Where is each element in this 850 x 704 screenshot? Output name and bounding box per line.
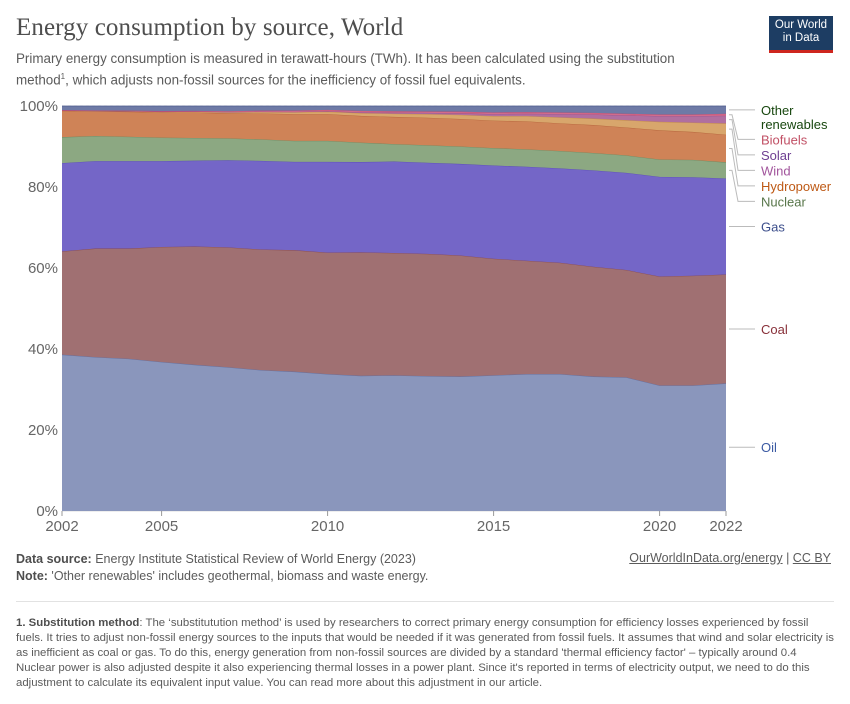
divider [16, 601, 834, 602]
legend-label-line: Biofuels [761, 132, 808, 147]
legend-label-coal[interactable]: Coal [761, 322, 788, 337]
legend-connector [729, 169, 755, 202]
footnote: 1. Substitution method: The ‘substitutut… [16, 616, 836, 691]
x-tick-label: 2010 [311, 518, 344, 535]
legend-label-line: Gas [761, 219, 785, 234]
x-tick-label: 2022 [709, 518, 742, 535]
data-source: Data source: Energy Institute Statistica… [16, 551, 428, 568]
area-gas[interactable] [62, 160, 726, 277]
area-coal[interactable] [62, 246, 726, 386]
footnote-label: 1. Substitution method [16, 617, 140, 629]
footnote-ref[interactable]: 1 [60, 72, 66, 81]
note-label: Note: [16, 569, 48, 583]
stacked-area-chart[interactable]: 0%20%40%60%80%100% 2002 2005 2010 2015 2020 2… [0, 0, 850, 545]
area-oil[interactable] [62, 354, 726, 511]
legend-label-solar[interactable]: Solar [761, 148, 792, 163]
legend-label-line: Solar [761, 148, 792, 163]
legend-label-wind[interactable]: Wind [761, 163, 791, 178]
x-axis: 2002 2005 2010 2015 2020 2022 [45, 511, 743, 535]
legend-label-line: Hydropower [761, 179, 832, 194]
x-tick-label: 2005 [145, 518, 178, 535]
footnote-text: : The ‘substitutution method’ is used by… [16, 617, 835, 689]
legend-label-line: Coal [761, 322, 788, 337]
area-other-renewables[interactable] [62, 106, 726, 115]
legend-label-oil[interactable]: Oil [761, 440, 777, 455]
legend-label-line: Oil [761, 440, 777, 455]
legend-label-gas[interactable]: Gas [761, 219, 785, 234]
y-tick-label: 60% [28, 260, 58, 277]
y-tick-label: 40% [28, 341, 58, 358]
note: Note: 'Other renewables' includes geothe… [16, 568, 428, 585]
legend-connector [729, 148, 755, 187]
chart-subtitle: Primary energy consumption is measured i… [16, 50, 716, 89]
legend-connector [729, 119, 755, 156]
data-source-label: Data source: [16, 552, 92, 566]
owid-logo[interactable]: Our World in Data [769, 16, 833, 53]
legend-connector [729, 128, 755, 171]
legend-label-hydropower[interactable]: Hydropower [761, 179, 832, 194]
legend-label-other-renewables[interactable]: Other renewables [761, 103, 828, 132]
chart-title: Energy consumption by source, World [16, 14, 404, 41]
data-source-text: Energy Institute Statistical Review of W… [91, 552, 416, 566]
logo-line-1: Our World [774, 19, 828, 31]
legend-label-biofuels[interactable]: Biofuels [761, 132, 808, 147]
credit: OurWorldInData.org/energy | CC BY [629, 551, 831, 565]
x-tick-label: 2002 [45, 518, 78, 535]
note-text: 'Other renewables' includes geothermal, … [47, 569, 429, 583]
license-link[interactable]: CC BY [792, 551, 831, 565]
owid-energy-link[interactable]: OurWorldInData.org/energy [629, 551, 783, 565]
legend-label-line: Nuclear [761, 194, 806, 209]
x-tick-label: 2020 [643, 518, 676, 535]
sources-block: Data source: Energy Institute Statistica… [16, 551, 428, 585]
legend[interactable]: Other renewablesBiofuelsSolarWindHydropow… [729, 103, 832, 455]
legend-label-line: Other [761, 103, 794, 118]
subtitle-text: Primary energy consumption is measured i… [16, 51, 675, 88]
y-tick-label: 80% [28, 179, 58, 196]
area-wind[interactable] [62, 110, 726, 135]
area-series[interactable] [61, 105, 727, 511]
legend-label-line: Wind [761, 163, 791, 178]
credit-separator: | [782, 551, 793, 565]
x-tick-label: 2015 [477, 518, 510, 535]
y-tick-label: 100% [20, 98, 58, 115]
y-tick-label: 0% [36, 503, 58, 520]
y-tick-label: 20% [28, 422, 58, 439]
subtitle-text-end: , which adjusts non-fossil sources for t… [65, 72, 526, 88]
legend-connector [729, 114, 755, 140]
legend-label-nuclear[interactable]: Nuclear [761, 194, 806, 209]
y-axis: 0% 20% 40% 60% 80% 100% [20, 98, 58, 520]
logo-line-2: in Data [782, 32, 820, 44]
legend-label-line: renewables [761, 117, 828, 132]
area-nuclear[interactable] [62, 135, 726, 179]
